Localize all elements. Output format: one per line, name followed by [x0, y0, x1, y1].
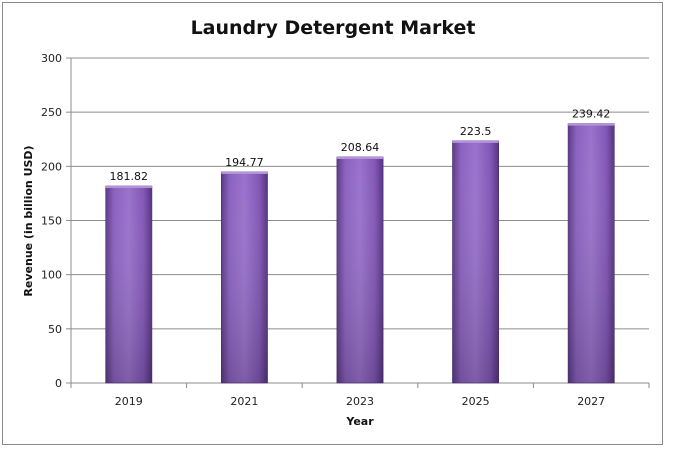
x-tick-label: 2019	[115, 395, 143, 408]
y-tick-label: 0	[55, 377, 62, 390]
bar-top-highlight-2027	[568, 123, 615, 126]
gridlines	[71, 57, 649, 330]
bar-shade-2025	[452, 140, 499, 383]
y-axis-label: Revenue (in billion USD)	[22, 145, 35, 296]
y-tick-label: 150	[41, 215, 62, 228]
bar-shade-2021	[221, 171, 268, 383]
y-tick-label: 100	[41, 269, 62, 282]
y-tick-label: 250	[41, 106, 62, 119]
x-tick-label: 2025	[462, 395, 490, 408]
x-tick-label: 2023	[346, 395, 374, 408]
bar-shade-2019	[105, 186, 152, 383]
chart-title: Laundry Detergent Market	[191, 17, 476, 39]
x-axis-label: Year	[345, 415, 374, 428]
y-tick-label: 50	[48, 323, 62, 336]
bar-shade-2027	[568, 123, 615, 384]
data-label-2021: 194.77	[225, 156, 264, 169]
bar-top-highlight-2025	[452, 140, 499, 143]
data-labels: 181.82 194.77 208.64 223.5 239.42	[110, 108, 611, 183]
y-tick-label: 200	[41, 160, 62, 173]
data-label-2027: 239.42	[572, 108, 611, 121]
x-tick-label: 2027	[577, 395, 605, 408]
bar-top-highlight-2019	[105, 186, 152, 189]
x-tick-label: 2021	[230, 395, 258, 408]
tick-labels: 0 50 100 150 200 250 300 2019 2021 2023 2025 2027	[41, 52, 605, 408]
data-label-2025: 223.5	[460, 125, 492, 138]
data-label-2019: 181.82	[110, 170, 149, 183]
y-tick-label: 300	[41, 52, 62, 65]
bar-top-highlight-2021	[221, 171, 268, 174]
bar-shade-2023	[336, 156, 384, 383]
bars	[105, 123, 615, 384]
bar-top-highlight-2023	[336, 156, 384, 159]
data-label-2023: 208.64	[341, 141, 380, 154]
